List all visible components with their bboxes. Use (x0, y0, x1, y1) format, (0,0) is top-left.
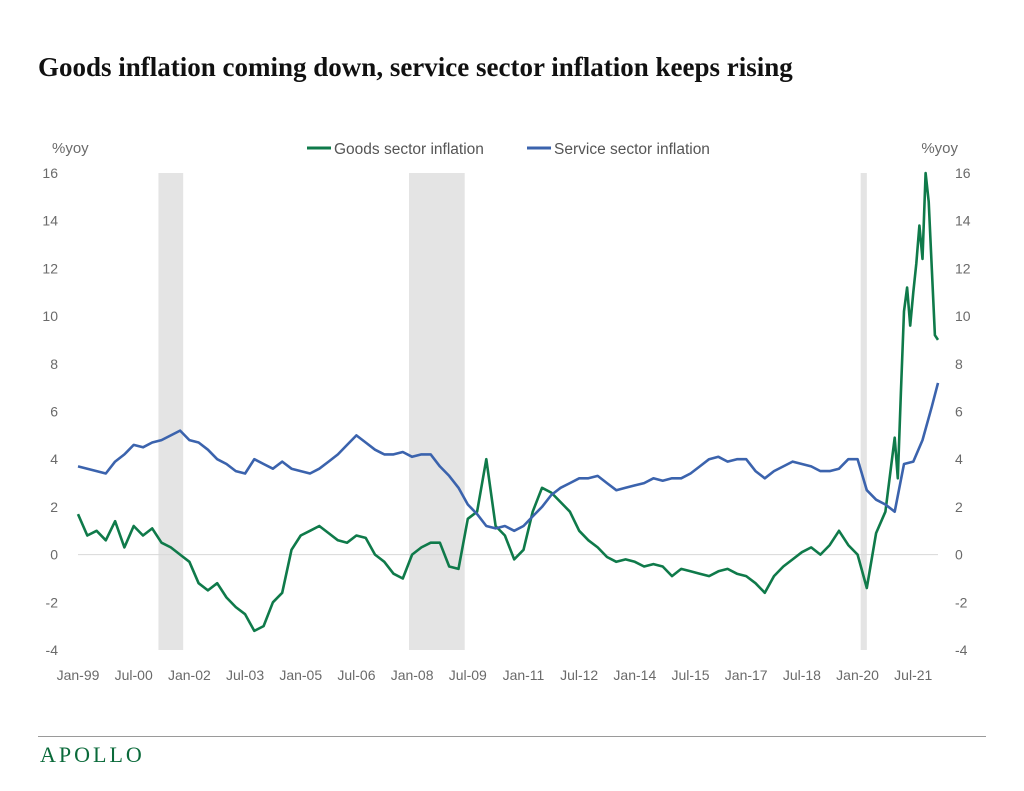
x-tick-13: Jul-18 (783, 667, 821, 683)
y-tick-right-16: 16 (955, 165, 971, 181)
x-tick-4: Jan-05 (279, 667, 322, 683)
y-tick-right-10: 10 (955, 308, 971, 324)
footer-divider (38, 736, 986, 737)
y-tick-left-8: 8 (50, 356, 58, 372)
y-tick-left-10: 10 (42, 308, 58, 324)
recession-bands (158, 173, 867, 650)
series-line-0 (76, 171, 940, 633)
x-tick-6: Jan-08 (391, 667, 434, 683)
x-tick-8: Jan-11 (503, 667, 545, 683)
series-line-1 (77, 382, 940, 533)
chart-title: Goods inflation coming down, service sec… (38, 52, 793, 82)
x-axis: Jan-99 Jul-00 Jan-02 Jul-03 Jan-05 Jul-06 Jan-… (57, 667, 933, 683)
y-tick-right-8: 8 (955, 356, 963, 372)
x-tick-2: Jan-02 (168, 667, 211, 683)
x-tick-3: Jul-03 (226, 667, 264, 683)
x-tick-12: Jan-17 (725, 667, 768, 683)
y-tick-left--2: -2 (46, 594, 59, 610)
y-tick-left--4: -4 (46, 642, 59, 658)
y-tick-right-2: 2 (955, 499, 963, 515)
recession-band-0 (158, 173, 184, 650)
y-tick-left-16: 16 (42, 165, 58, 181)
apollo-logo: APOLLO (40, 742, 145, 767)
series-lines (76, 171, 940, 633)
x-tick-1: Jul-00 (115, 667, 153, 683)
y-tick-left-0: 0 (50, 547, 58, 563)
y-tick-right-0: 0 (955, 547, 963, 563)
x-tick-10: Jan-14 (613, 667, 656, 683)
x-tick-14: Jan-20 (836, 667, 879, 683)
y-axis-right: %yoy -4 -2 0 2 4 6 8 10 12 14 16 (921, 140, 970, 658)
y-axis-right-unit: %yoy (921, 140, 958, 157)
y-tick-right-14: 14 (955, 213, 971, 229)
y-axis-left-unit: %yoy (52, 140, 89, 157)
x-tick-7: Jul-09 (449, 667, 487, 683)
y-tick-right-12: 12 (955, 260, 971, 276)
y-tick-right-4: 4 (955, 451, 963, 467)
legend-label-1: Service sector inflation (554, 141, 710, 158)
y-tick-left-12: 12 (42, 260, 58, 276)
legend: Goods sector inflation Service sector inf… (307, 141, 710, 158)
y-tick-left-14: 14 (42, 213, 58, 229)
x-tick-11: Jul-15 (671, 667, 709, 683)
y-tick-right-6: 6 (955, 404, 963, 420)
x-tick-5: Jul-06 (337, 667, 375, 683)
recession-band-2 (860, 173, 867, 650)
y-tick-left-6: 6 (50, 404, 58, 420)
x-tick-9: Jul-12 (560, 667, 598, 683)
y-axis-left: %yoy -4 -2 0 2 4 6 8 10 12 14 16 (42, 140, 89, 658)
y-tick-right--4: -4 (955, 642, 968, 658)
y-tick-left-2: 2 (50, 499, 58, 515)
x-tick-0: Jan-99 (57, 667, 100, 683)
y-tick-left-4: 4 (50, 451, 58, 467)
legend-label-0: Goods sector inflation (334, 141, 484, 158)
x-tick-15: Jul-21 (894, 667, 932, 683)
recession-band-1 (409, 173, 465, 650)
y-tick-right--2: -2 (955, 594, 968, 610)
